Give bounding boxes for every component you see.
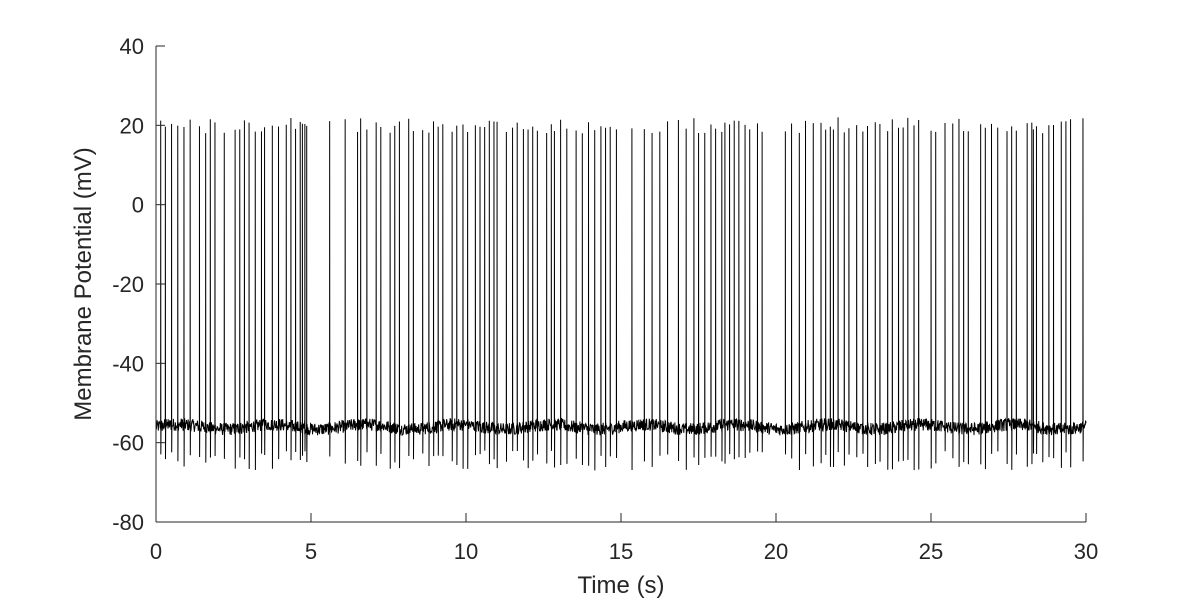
y-axis-ticks: -80 -60 -40 -20 0 20 40	[112, 34, 165, 535]
y-tick-label: 0	[132, 193, 144, 218]
membrane-potential-trace	[155, 117, 1087, 471]
y-axis-label: Membrane Potential (mV)	[70, 147, 97, 420]
y-tick-label: -40	[112, 351, 144, 376]
x-tick-label: 10	[454, 539, 478, 564]
x-axis-label: Time (s)	[577, 572, 664, 599]
y-tick-label: -80	[112, 510, 144, 535]
x-axis-ticks: 0 5 10 15 20 25 30	[150, 513, 1098, 564]
y-tick-label: -60	[112, 431, 144, 456]
x-tick-label: 30	[1074, 539, 1098, 564]
x-tick-label: 5	[305, 539, 317, 564]
y-tick-label: -20	[112, 272, 144, 297]
y-tick-label: 20	[120, 113, 144, 138]
y-tick-label: 40	[120, 34, 144, 59]
x-tick-label: 20	[764, 539, 788, 564]
x-tick-label: 0	[150, 539, 162, 564]
x-tick-label: 25	[919, 539, 943, 564]
x-tick-label: 15	[609, 539, 633, 564]
